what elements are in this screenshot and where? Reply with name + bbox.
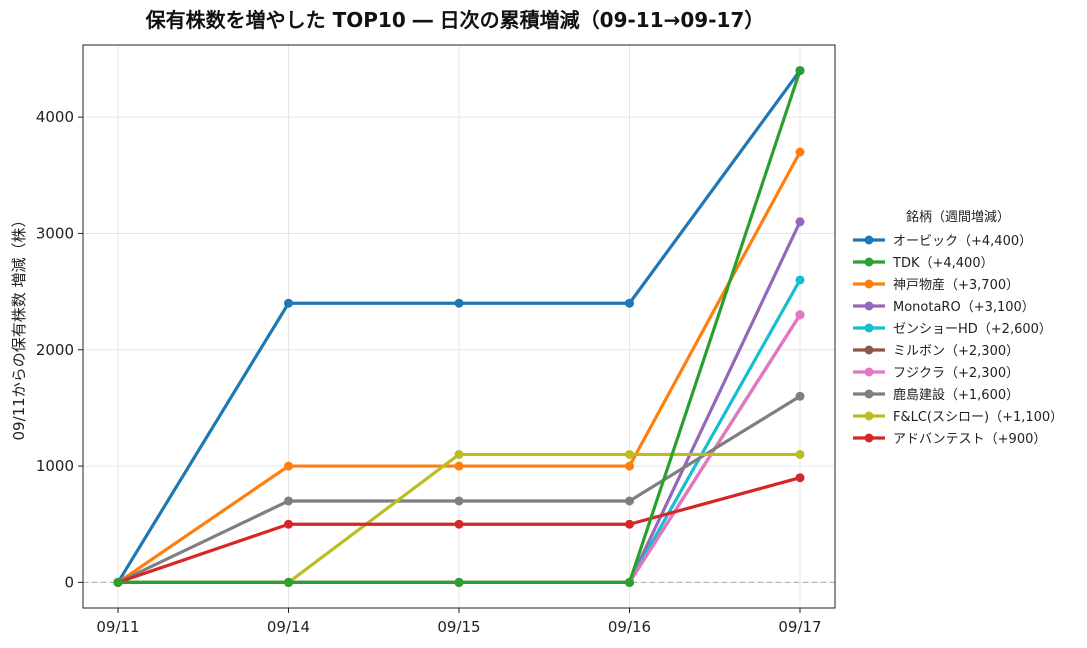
y-tick-label: 3000 xyxy=(36,224,74,242)
data-point xyxy=(795,310,805,320)
legend-swatch-marker xyxy=(864,367,874,377)
plot-frame xyxy=(82,44,836,609)
legend-label: TDK（+4,400） xyxy=(892,256,994,271)
x-axis-ticks: 09/11 09/14 09/15 09/16 09/17 xyxy=(96,608,822,636)
legend-label: F&LC(スシロー)（+1,100） xyxy=(893,410,1063,425)
data-point xyxy=(284,298,293,308)
data-point xyxy=(284,496,293,506)
data-point xyxy=(625,577,634,587)
legend-swatch-marker xyxy=(864,345,874,355)
data-point xyxy=(625,461,634,471)
data-point xyxy=(113,577,123,587)
legend-item: ゼンショーHD（+2,600） xyxy=(853,322,1052,337)
y-axis-label: 09/11からの保有株数 増減（株） xyxy=(10,213,28,441)
legend-item: TDK（+4,400） xyxy=(853,256,994,271)
data-point xyxy=(454,496,464,506)
series-lines xyxy=(113,66,805,587)
legend-item: 神戸物産（+3,700） xyxy=(853,277,1019,293)
legend-label: アドバンテスト（+900） xyxy=(893,432,1046,447)
series-7 xyxy=(113,391,805,587)
legend-item: F&LC(スシロー)（+1,100） xyxy=(853,410,1063,425)
data-point xyxy=(795,217,805,227)
x-tick-label: 09/17 xyxy=(778,618,821,636)
data-point xyxy=(795,275,805,285)
data-point xyxy=(454,461,464,471)
data-point xyxy=(284,461,293,471)
legend-item: 鹿島建設（+1,600） xyxy=(853,387,1019,403)
data-point xyxy=(625,519,634,529)
legend-label: 鹿島建設（+1,600） xyxy=(893,387,1019,403)
x-tick-label: 09/15 xyxy=(437,618,480,636)
legend-swatch-marker xyxy=(864,235,874,245)
y-tick-label: 1000 xyxy=(36,457,74,475)
grid xyxy=(83,45,835,608)
legend: 銘柄（週間増減） オービック（+4,400） TDK（+4,400） 神戸物産（+3… xyxy=(853,209,1063,447)
data-point xyxy=(454,449,464,459)
series-1 xyxy=(113,66,805,587)
data-point xyxy=(795,449,805,459)
data-point xyxy=(795,391,805,401)
legend-label: MonotaRO（+3,100） xyxy=(893,300,1035,315)
data-point xyxy=(454,298,464,308)
legend-item: アドバンテスト（+900） xyxy=(853,432,1046,447)
legend-swatch-marker xyxy=(864,279,874,289)
y-tick-label: 0 xyxy=(64,573,74,591)
legend-label: フジクラ（+2,300） xyxy=(893,366,1019,381)
y-tick-label: 4000 xyxy=(36,108,74,126)
y-tick-label: 2000 xyxy=(36,341,74,359)
legend-swatch-marker xyxy=(864,433,874,443)
legend-swatch-marker xyxy=(864,389,874,399)
data-point xyxy=(625,449,634,459)
legend-swatch-marker xyxy=(864,411,874,421)
legend-swatch-marker xyxy=(864,301,874,311)
data-point xyxy=(454,577,464,587)
x-tick-label: 09/11 xyxy=(96,618,139,636)
data-point xyxy=(795,473,805,483)
legend-swatch-marker xyxy=(864,323,874,333)
legend-label: オービック（+4,400） xyxy=(893,234,1032,249)
data-point xyxy=(795,66,805,76)
legend-label: 神戸物産（+3,700） xyxy=(893,277,1019,293)
data-point xyxy=(795,147,805,157)
legend-swatch-marker xyxy=(864,257,874,267)
data-point xyxy=(454,519,464,529)
x-tick-label: 09/14 xyxy=(267,618,310,636)
legend-item: MonotaRO（+3,100） xyxy=(853,300,1035,315)
legend-item: ミルボン（+2,300） xyxy=(853,344,1019,359)
legend-item: オービック（+4,400） xyxy=(853,234,1032,249)
chart-title: 保有株数を増やした TOP10 ― 日次の累積増減（09-11→09-17） xyxy=(145,8,765,32)
y-axis-ticks: 0 1000 2000 3000 4000 xyxy=(36,108,83,591)
data-point xyxy=(625,496,634,506)
legend-label: ミルボン（+2,300） xyxy=(893,344,1019,359)
legend-title: 銘柄（週間増減） xyxy=(906,209,1010,225)
data-point xyxy=(625,298,634,308)
legend-item: フジクラ（+2,300） xyxy=(853,366,1019,381)
data-point xyxy=(284,577,293,587)
data-point xyxy=(284,519,293,529)
legend-label: ゼンショーHD（+2,600） xyxy=(893,322,1052,337)
x-tick-label: 09/16 xyxy=(608,618,651,636)
